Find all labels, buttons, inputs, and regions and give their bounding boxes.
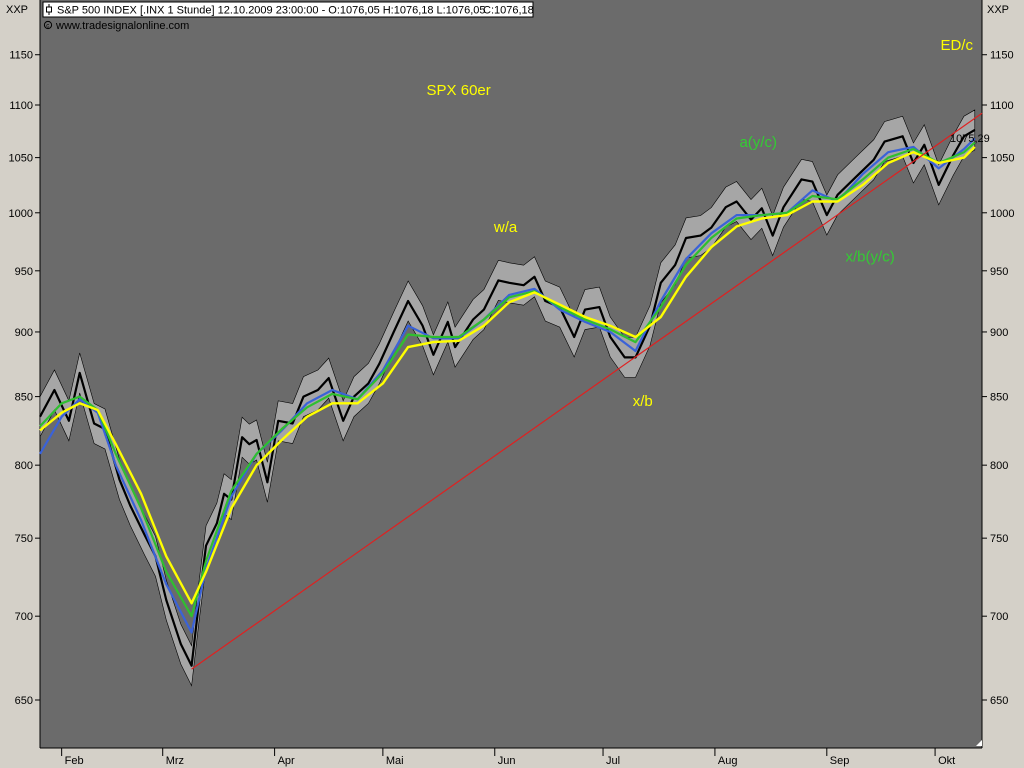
y-tick-label-right: 800 xyxy=(990,460,1008,472)
y-tick-label-right: 1100 xyxy=(990,100,1014,112)
y-tick-label-left: 650 xyxy=(15,695,33,707)
x-axis: Feb Mrz Apr Mai Jun Jul Aug Sep Okt xyxy=(61,748,955,767)
y-tick-label-left: 1150 xyxy=(9,50,33,62)
header-box xyxy=(42,1,534,18)
y-tick-label-left: 950 xyxy=(15,266,33,278)
source-text: www.tradesignalonline.com xyxy=(55,20,189,32)
y-tick-label-right: 650 xyxy=(990,695,1008,707)
y-tick-label-left: 1050 xyxy=(9,153,33,165)
y-tick-label-right: 850 xyxy=(990,392,1008,404)
ma-mid-line xyxy=(39,141,976,618)
y-tick-label-left: 850 xyxy=(15,392,33,404)
y-tick-label-left: 900 xyxy=(15,327,33,339)
y-axis-left: 650 700 750 800 850 900 950 1000 1050 1100 1150 xyxy=(9,50,40,707)
y-tick-label-left: 750 xyxy=(15,533,33,545)
last-value-label: 1075,29 xyxy=(950,133,990,145)
resize-grip-icon[interactable] xyxy=(976,740,982,746)
y-tick-label-left: 1100 xyxy=(9,100,33,112)
candle-icon xyxy=(46,4,52,15)
y-tick-label-right: 900 xyxy=(990,327,1008,339)
trendline-layer xyxy=(191,112,983,670)
y-tick-label-right: 1050 xyxy=(990,153,1014,165)
price-line xyxy=(39,128,976,667)
y-tick-label-right: 1150 xyxy=(990,50,1014,62)
header-symbol-text: S&P 500 INDEX [.INX 1 Stunde] 12.10.2009… xyxy=(57,5,486,17)
x-tick-label: Aug xyxy=(718,755,738,767)
y-tick-label-right: 950 xyxy=(990,266,1008,278)
wave-annotation: a(y/c) xyxy=(739,134,777,151)
svg-text:c: c xyxy=(46,24,49,30)
x-tick-label: Feb xyxy=(65,755,84,767)
copyright-icon: c xyxy=(43,20,53,30)
y-axis-right: 650 700 750 800 850 900 950 1000 1050 1100 1150 xyxy=(982,50,1014,707)
y-tick-label-right: 1000 xyxy=(990,208,1014,220)
x-tick-label: Jul xyxy=(606,755,620,767)
x-tick-label: Mai xyxy=(386,755,404,767)
ma-slow-line xyxy=(39,146,976,605)
wave-annotation: x/b(y/c) xyxy=(846,248,895,265)
wave-annotation: ED/c xyxy=(940,37,973,54)
trendline xyxy=(191,112,983,670)
wave-annotation: w/a xyxy=(493,219,518,236)
wave-annotation: x/b xyxy=(633,393,653,410)
y-tick-label-right: 700 xyxy=(990,611,1008,623)
x-tick-label: Jun xyxy=(498,755,516,767)
x-tick-label: Apr xyxy=(278,755,295,767)
series-layer xyxy=(39,128,976,667)
y-tick-label-left: 700 xyxy=(15,611,33,623)
annotation-layer: SPX 60er w/a x/b ED/c a(y/c) x/b(y/c) xyxy=(427,37,974,410)
y-tick-label-left: 1000 xyxy=(9,208,33,220)
header-close-text: C:1076,18 xyxy=(483,5,534,17)
x-tick-label: Mrz xyxy=(166,755,184,767)
axis-corner-left: XXP xyxy=(6,4,28,16)
wave-annotation: SPX 60er xyxy=(427,82,491,99)
axis-corner-right: XXP xyxy=(987,4,1009,16)
y-tick-label-left: 800 xyxy=(15,460,33,472)
x-tick-label: Okt xyxy=(938,755,955,767)
x-tick-label: Sep xyxy=(830,755,850,767)
y-tick-label-right: 750 xyxy=(990,533,1008,545)
